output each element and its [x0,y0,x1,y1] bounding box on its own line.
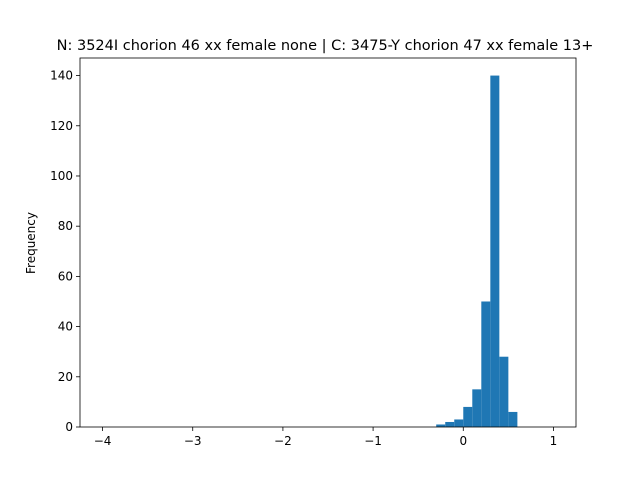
x-tick-label: −4 [94,434,112,448]
x-tick-label: 1 [550,434,558,448]
y-tick-label: 100 [50,169,73,183]
histogram-bar-8 [508,411,518,427]
y-tick-label: 80 [58,219,73,233]
histogram-bar-4 [472,389,482,427]
plot-frame [79,57,577,428]
histogram-bar-1 [445,421,455,427]
x-tick-label: −2 [274,434,292,448]
x-tick-label: −1 [364,434,382,448]
y-tick-label: 140 [50,69,73,83]
histogram-bar-0 [436,424,446,427]
chart-title: N: 3524I chorion 46 xx female none | C: … [57,38,594,54]
y-tick-label: 120 [50,119,73,133]
histogram-bar-3 [463,406,473,427]
y-tick-label: 0 [65,420,73,434]
y-axis-label: Frequency [24,212,38,274]
x-tick-label: 0 [459,434,467,448]
histogram-bar-2 [454,419,464,427]
histogram-bar-5 [481,301,491,427]
y-tick-label: 40 [58,320,73,334]
y-tick-label: 60 [58,269,73,283]
bars-group [436,75,518,428]
histogram-bar-6 [490,75,500,428]
y-tick-label: 20 [58,370,73,384]
x-tick-label: −3 [184,434,202,448]
histogram-bar-7 [499,356,509,427]
